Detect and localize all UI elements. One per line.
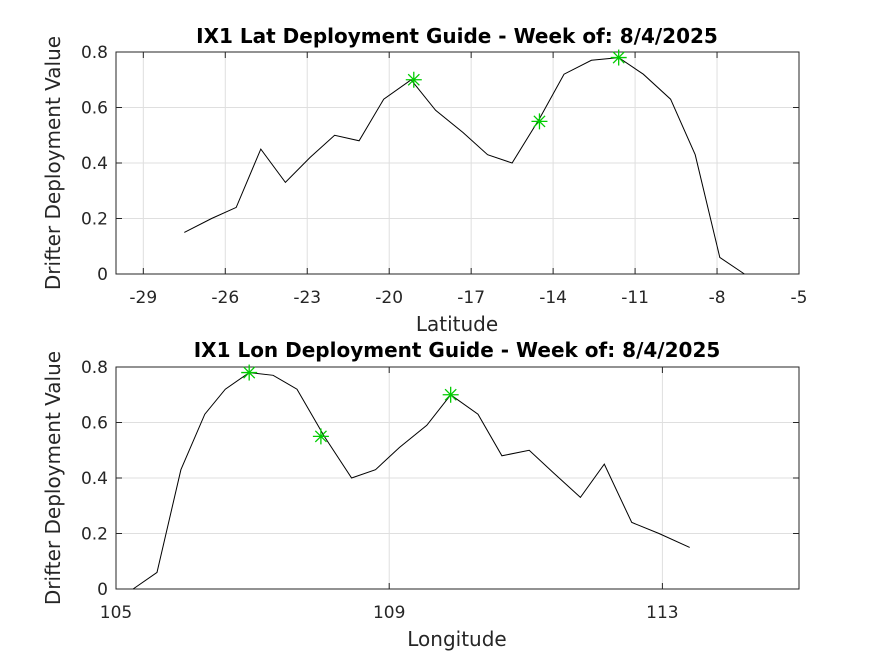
lat-x-tick-label: -8 bbox=[709, 288, 726, 308]
lat-x-tick-label: -23 bbox=[293, 288, 321, 308]
lon-series-line bbox=[132, 372, 690, 590]
lat-y-tick-label: 0 bbox=[97, 265, 108, 285]
lat-x-tick-label: -5 bbox=[791, 288, 808, 308]
lon-x-tick-label: 113 bbox=[646, 603, 678, 623]
lon-x-tick-label: 109 bbox=[373, 603, 405, 623]
lat-marker-point bbox=[405, 71, 422, 88]
lon-y-tick-label: 0.6 bbox=[81, 414, 108, 434]
lat-marker-point bbox=[610, 49, 627, 66]
lat-x-axis-label: Latitude bbox=[416, 312, 498, 336]
lat-series-line bbox=[184, 57, 745, 275]
lon-marker-point bbox=[241, 364, 258, 381]
lon-x-tick-label: 105 bbox=[100, 603, 132, 623]
lat-x-tick-label: -20 bbox=[375, 288, 403, 308]
lon-chart-title: IX1 Lon Deployment Guide - Week of: 8/4/… bbox=[194, 338, 721, 362]
lat-y-axis-label: Drifter Deployment Value bbox=[41, 36, 65, 290]
lon-marker-point bbox=[312, 428, 329, 445]
lon-y-tick-label: 0.2 bbox=[81, 525, 108, 545]
lat-x-tick-label: -26 bbox=[211, 288, 239, 308]
lon-y-tick-label: 0.8 bbox=[81, 358, 108, 378]
lon-chart: IX1 Lon Deployment Guide - Week of: 8/4/… bbox=[41, 338, 800, 651]
lat-x-tick-label: -11 bbox=[621, 288, 649, 308]
lon-marker-point bbox=[442, 386, 459, 403]
lat-x-tick-label: -29 bbox=[129, 288, 157, 308]
lat-marker-point bbox=[531, 113, 548, 130]
lon-x-axis-label: Longitude bbox=[407, 627, 506, 651]
lat-y-tick-label: 0.6 bbox=[81, 99, 108, 119]
lat-x-tick-label: -17 bbox=[457, 288, 485, 308]
lat-y-tick-label: 0.4 bbox=[81, 154, 108, 174]
lon-y-tick-label: 0 bbox=[97, 580, 108, 600]
lat-x-tick-label: -14 bbox=[539, 288, 567, 308]
lat-y-tick-label: 0.8 bbox=[81, 43, 108, 63]
lat-y-tick-label: 0.2 bbox=[81, 210, 108, 230]
lon-y-axis-label: Drifter Deployment Value bbox=[41, 351, 65, 605]
lon-y-tick-label: 0.4 bbox=[81, 469, 108, 489]
lat-chart-title: IX1 Lat Deployment Guide - Week of: 8/4/… bbox=[196, 24, 718, 48]
lat-chart: IX1 Lat Deployment Guide - Week of: 8/4/… bbox=[41, 24, 807, 336]
